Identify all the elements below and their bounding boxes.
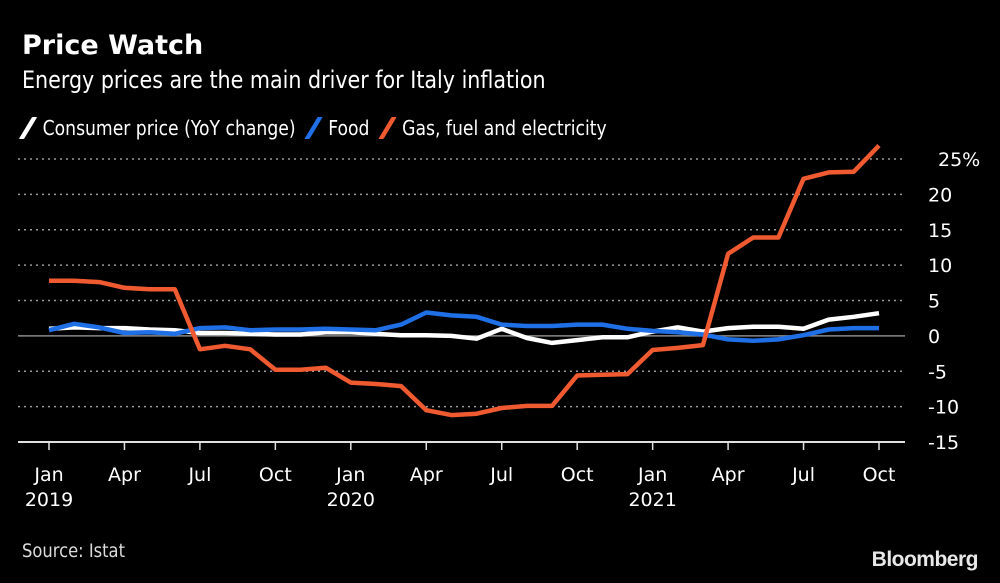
- gridlines: [18, 158, 905, 443]
- x-tick-label: Jan: [637, 464, 667, 486]
- x-tick-label: Apr: [712, 464, 745, 486]
- chart-title: Price Watch: [22, 30, 204, 61]
- legend-label: Consumer price (YoY change): [42, 116, 296, 140]
- x-tick-label: Jan: [33, 464, 63, 486]
- x-tick-label: Oct: [561, 464, 594, 486]
- y-tick-label: 15: [928, 220, 952, 242]
- legend-item-consumer-price: Consumer price (YoY change): [18, 116, 296, 140]
- y-tick-label: -5: [928, 361, 947, 383]
- series-line-food: [48, 310, 879, 344]
- x-tick-year-label: 2021: [628, 489, 676, 511]
- x-tick-label: Jul: [791, 464, 815, 486]
- y-tick-label: 5: [928, 291, 940, 313]
- series-line-gas-fuel-and-electricity: [49, 144, 881, 418]
- series-lines: [48, 144, 881, 418]
- x-tick-year-label: 2020: [327, 489, 375, 511]
- x-axis: Jan 2019 Apr Jul Oct Jan 2020 Apr Jul Oct Jan 2021 A…: [25, 442, 896, 511]
- y-axis: 25% 20 15 10 5 0 -5 -10 -15: [928, 149, 980, 454]
- source-note: Source: Istat: [22, 540, 125, 562]
- legend-label: Gas, fuel and electricity: [402, 116, 607, 140]
- y-tick-label: 0: [928, 326, 940, 348]
- legend-item-food: Food: [304, 116, 370, 140]
- x-tick-year-label: 2019: [25, 489, 73, 511]
- legend-item-gas-fuel-electricity: Gas, fuel and electricity: [378, 116, 607, 140]
- x-tick-label: Jul: [489, 464, 513, 486]
- x-tick-label: Jan: [335, 464, 365, 486]
- bloomberg-logo: Bloomberg: [871, 548, 979, 571]
- y-tick-label: 20: [928, 184, 952, 206]
- legend: Consumer price (YoY change) Food Gas, fu…: [18, 116, 619, 140]
- y-tick-label: -15: [928, 432, 959, 454]
- chart-subtitle: Energy prices are the main driver for It…: [22, 66, 546, 94]
- y-tick-label: -10: [928, 397, 959, 419]
- x-tick-label: Jul: [187, 464, 211, 486]
- x-tick-label: Oct: [259, 464, 292, 486]
- x-tick-label: Apr: [108, 464, 141, 486]
- x-tick-label: Apr: [410, 464, 443, 486]
- y-tick-label: 25%: [938, 149, 980, 171]
- x-tick-label: Oct: [863, 464, 896, 486]
- legend-label: Food: [328, 116, 370, 140]
- y-tick-label: 10: [928, 255, 952, 277]
